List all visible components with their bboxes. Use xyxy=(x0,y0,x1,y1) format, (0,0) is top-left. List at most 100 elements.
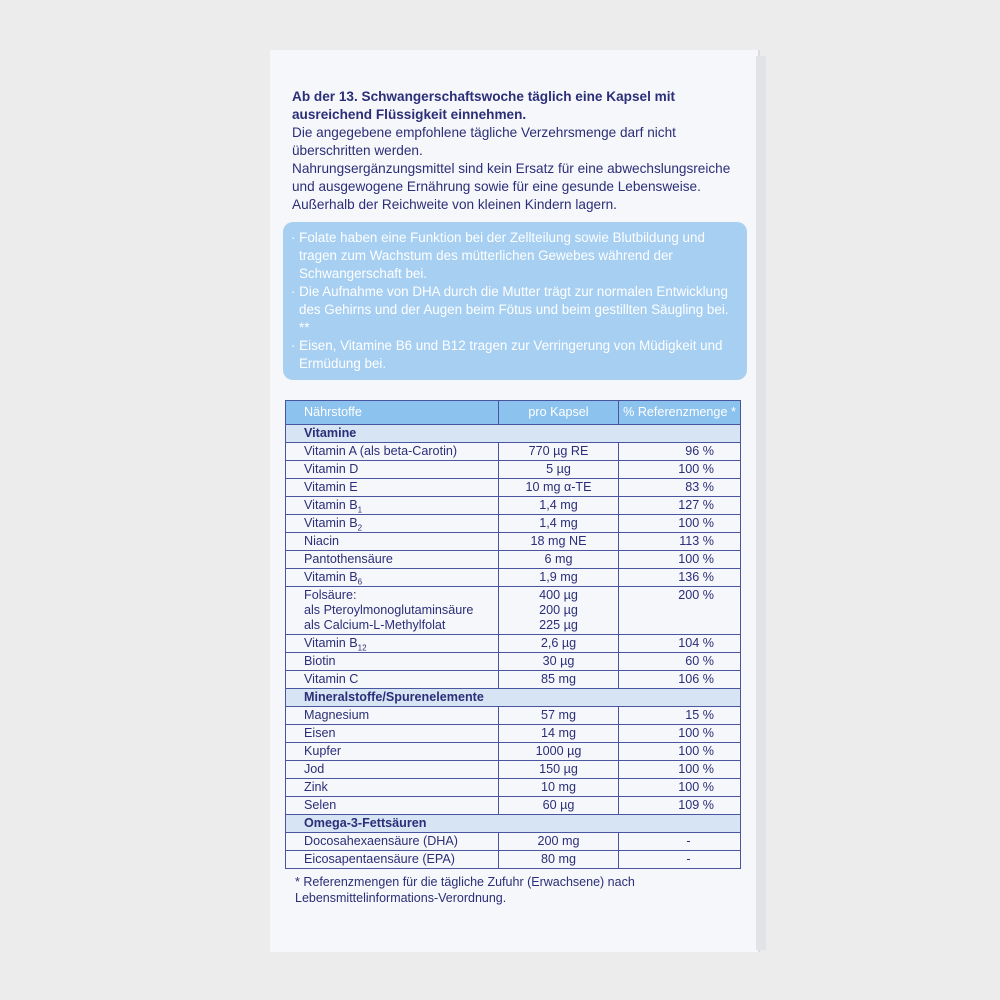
table-row: Folsäure: als Pteroylmonoglutaminsäure a… xyxy=(285,586,741,635)
nutrient-label: Pantothensäure xyxy=(304,552,393,566)
reference-percent: 60 % xyxy=(618,652,741,671)
nutrient-name: Vitamin B1 xyxy=(285,496,499,515)
amount-per-capsule: 57 mg xyxy=(498,706,619,725)
amount-per-capsule: 6 mg xyxy=(498,550,619,569)
amount-per-capsule: 770 µg RE xyxy=(498,442,619,461)
subscript: 1 xyxy=(357,505,363,515)
nutrient-name: Docosahexaensäure (DHA) xyxy=(285,832,499,851)
table-row: Vitamin B2 1,4 mg 100 % xyxy=(285,514,741,533)
header-reference: % Referenzmenge * xyxy=(618,400,741,425)
section-row: Mineralstoffe/Spurenelemente xyxy=(285,688,741,707)
warning-line: Außerhalb der Reichweite von kleinen Kin… xyxy=(292,197,617,212)
subscript: 12 xyxy=(357,643,367,653)
claim-item: · Die Aufnahme von DHA durch die Mutter … xyxy=(291,284,729,335)
usage-instructions: Ab der 13. Schwangerschaftswoche täglich… xyxy=(283,88,747,214)
nutrient-name: Vitamin E xyxy=(285,478,499,497)
box-side-edge xyxy=(756,56,766,950)
nutrient-label: Vitamin B xyxy=(304,516,358,530)
section-title: Vitamine xyxy=(285,424,741,443)
section-row: Omega-3-Fettsäuren xyxy=(285,814,741,833)
amount-per-capsule: 85 mg xyxy=(498,670,619,689)
table-body: Vitamine Vitamin A (als beta-Carotin) 770 … xyxy=(285,424,741,869)
table-row: Zink 10 mg 100 % xyxy=(285,778,741,797)
amount-per-capsule: 30 µg xyxy=(498,652,619,671)
nutrient-name: Eicosapentaensäure (EPA) xyxy=(285,850,499,869)
section-title: Mineralstoffe/Spurenelemente xyxy=(285,688,741,707)
table-row: Niacin 18 mg NE 113 % xyxy=(285,532,741,551)
box-content: Ab der 13. Schwangerschaftswoche täglich… xyxy=(283,88,747,906)
nutrient-name: Eisen xyxy=(285,724,499,743)
dosage-text: Ab der 13. Schwangerschaftswoche täglich… xyxy=(292,89,676,122)
amount-per-capsule: 1,4 mg xyxy=(498,496,619,515)
reference-percent: 15 % xyxy=(618,706,741,725)
reference-percent: 83 % xyxy=(618,478,741,497)
reference-percent: 136 % xyxy=(618,568,741,587)
nutrient-label: Vitamin D xyxy=(304,462,359,476)
nutrient-name: Kupfer xyxy=(285,742,499,761)
nutrient-label: Vitamin B xyxy=(304,498,358,512)
table-row: Vitamin D 5 µg 100 % xyxy=(285,460,741,479)
table-row: Docosahexaensäure (DHA) 200 mg - xyxy=(285,832,741,851)
nutrient-label: Magnesium xyxy=(304,708,370,722)
reference-percent: 100 % xyxy=(618,742,741,761)
nutrient-name: Vitamin B6 xyxy=(285,568,499,587)
header-nutrients: Nährstoffe xyxy=(285,400,499,425)
table-row: Vitamin E 10 mg α-TE 83 % xyxy=(285,478,741,497)
table-row: Eisen 14 mg 100 % xyxy=(285,724,741,743)
reference-percent: 106 % xyxy=(618,670,741,689)
nutrient-name: Vitamin B12 xyxy=(285,634,499,653)
subscript: 2 xyxy=(357,523,363,533)
section-title: Omega-3-Fettsäuren xyxy=(285,814,741,833)
header-per-capsule: pro Kapsel xyxy=(498,400,619,425)
nutrient-name: Biotin xyxy=(285,652,499,671)
amount-per-capsule: 14 mg xyxy=(498,724,619,743)
amount-per-capsule: 10 mg xyxy=(498,778,619,797)
nutrient-label: Eisen xyxy=(304,726,336,740)
amount-per-capsule: 2,6 µg xyxy=(498,634,619,653)
nutrient-label: Jod xyxy=(304,762,325,776)
footnote: * Referenzmengen für die tägliche Zufuhr… xyxy=(295,875,635,905)
amount-per-capsule: 5 µg xyxy=(498,460,619,479)
nutrient-name: Pantothensäure xyxy=(285,550,499,569)
nutrient-name: Niacin xyxy=(285,532,499,551)
nutrient-name: Vitamin A (als beta-Carotin) xyxy=(285,442,499,461)
reference-percent: - xyxy=(618,832,741,851)
reference-percent: 127 % xyxy=(618,496,741,515)
reference-percent: 109 % xyxy=(618,796,741,815)
table-row: Vitamin B1 1,4 mg 127 % xyxy=(285,496,741,515)
amount-per-capsule: 60 µg xyxy=(498,796,619,815)
nutrient-name: Vitamin C xyxy=(285,670,499,689)
nutrient-label: Biotin xyxy=(304,654,336,668)
section-row: Vitamine xyxy=(285,424,741,443)
nutrient-label: Eicosapentaensäure (EPA) xyxy=(304,852,455,866)
nutrient-name: Selen xyxy=(285,796,499,815)
reference-percent: - xyxy=(618,850,741,869)
nutrient-label: Vitamin A (als beta-Carotin) xyxy=(304,444,458,458)
amount-per-capsule: 1,9 mg xyxy=(498,568,619,587)
amount-per-capsule: 1000 µg xyxy=(498,742,619,761)
nutrient-table: Nährstoffe pro Kapsel % Referenzmenge * … xyxy=(285,400,741,869)
nutrient-label: Niacin xyxy=(304,534,339,548)
nutrient-label: Folsäure: als Pteroylmonoglutaminsäure a… xyxy=(304,588,474,632)
reference-percent: 113 % xyxy=(618,532,741,551)
reference-percent: 100 % xyxy=(618,724,741,743)
amount-per-capsule: 18 mg NE xyxy=(498,532,619,551)
nutrient-name: Jod xyxy=(285,760,499,779)
table-row: Pantothensäure 6 mg 100 % xyxy=(285,550,741,569)
table-row: Magnesium 57 mg 15 % xyxy=(285,706,741,725)
nutrient-name: Folsäure: als Pteroylmonoglutaminsäure a… xyxy=(285,586,499,635)
amount-per-capsule: 80 mg xyxy=(498,850,619,869)
nutrient-label: Selen xyxy=(304,798,337,812)
table-row: Vitamin B12 2,6 µg 104 % xyxy=(285,634,741,653)
warning-line: Nahrungsergänzungsmittel sind kein Ersat… xyxy=(292,161,731,194)
table-row: Vitamin C 85 mg 106 % xyxy=(285,670,741,689)
nutrient-name: Magnesium xyxy=(285,706,499,725)
health-claims-panel: · Folate haben eine Funktion bei der Zel… xyxy=(283,222,747,380)
warning-line: Die angegebene empfohlene tägliche Verze… xyxy=(292,125,676,158)
table-row: Eicosapentaensäure (EPA) 80 mg - xyxy=(285,850,741,869)
reference-percent: 100 % xyxy=(618,760,741,779)
amount-per-capsule: 1,4 mg xyxy=(498,514,619,533)
nutrient-label: Vitamin B xyxy=(304,636,358,650)
amount-per-capsule: 400 µg 200 µg 225 µg xyxy=(498,586,619,635)
nutrient-name: Zink xyxy=(285,778,499,797)
